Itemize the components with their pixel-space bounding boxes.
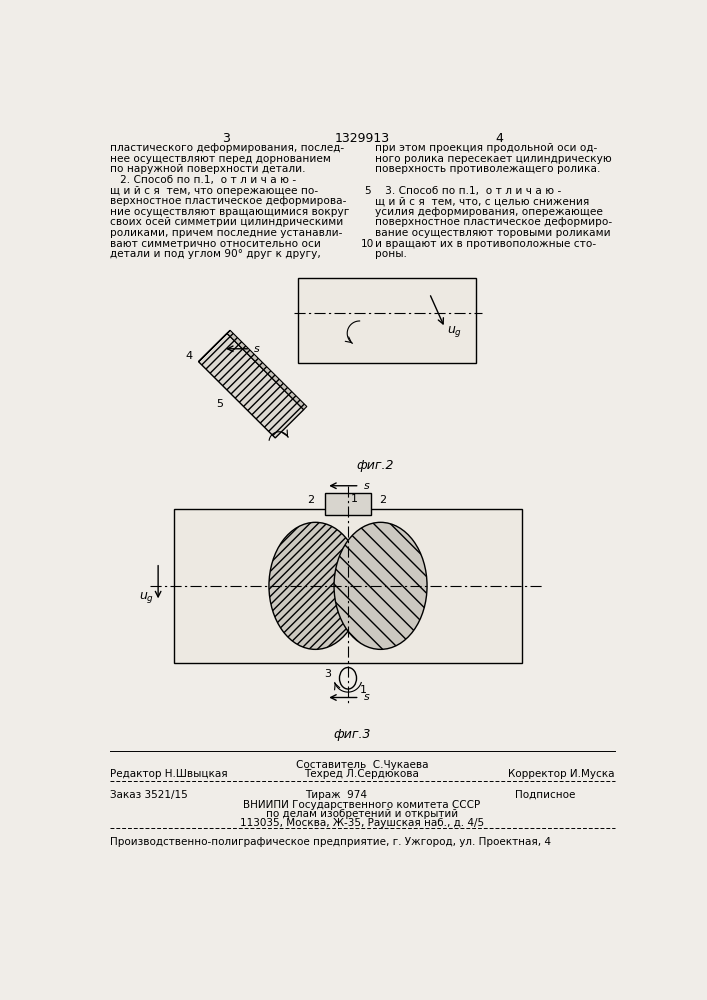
Polygon shape <box>199 330 230 362</box>
Polygon shape <box>298 278 476 363</box>
Text: и вращают их в противоположные сто-: и вращают их в противоположные сто- <box>375 239 596 249</box>
Text: пластического деформирования, послед-: пластического деформирования, послед- <box>110 143 344 153</box>
Text: 3: 3 <box>324 669 331 679</box>
Text: Производственно-полиграфическое предприятие, г. Ужгород, ул. Проектная, 4: Производственно-полиграфическое предприя… <box>110 837 551 847</box>
Text: верхностное пластическое деформирова-: верхностное пластическое деформирова- <box>110 196 346 206</box>
Text: ного ролика пересекает цилиндрическую: ного ролика пересекает цилиндрическую <box>375 154 612 164</box>
Text: при этом проекция продольной оси од-: при этом проекция продольной оси од- <box>375 143 597 153</box>
Ellipse shape <box>334 522 427 649</box>
Polygon shape <box>325 493 371 515</box>
Text: щ и й с я  тем, что опережающее по-: щ и й с я тем, что опережающее по- <box>110 186 318 196</box>
Text: 1: 1 <box>351 494 358 504</box>
Text: нее осуществляют перед дорнованием: нее осуществляют перед дорнованием <box>110 154 331 164</box>
Text: 2. Способ по п.1,  о т л и ч а ю -: 2. Способ по п.1, о т л и ч а ю - <box>110 175 296 185</box>
Polygon shape <box>199 333 304 438</box>
Text: Техред Л.Сердюкова: Техред Л.Сердюкова <box>305 769 419 779</box>
Polygon shape <box>227 330 307 410</box>
Text: вают симметрично относительно оси: вают симметрично относительно оси <box>110 239 321 249</box>
Text: ВНИИПИ Государственного комитета СССР: ВНИИПИ Государственного комитета СССР <box>243 800 481 810</box>
Text: своих осей симметрии цилиндрическими: своих осей симметрии цилиндрическими <box>110 217 344 227</box>
Text: Редактор Н.Швыцкая: Редактор Н.Швыцкая <box>110 769 228 779</box>
Text: Составитель  С.Чукаева: Составитель С.Чукаева <box>296 760 428 770</box>
Polygon shape <box>174 509 522 663</box>
Text: усилия деформирования, опережающее: усилия деформирования, опережающее <box>375 207 603 217</box>
Text: роликами, причем последние устанавли-: роликами, причем последние устанавли- <box>110 228 342 238</box>
Text: 4: 4 <box>495 132 503 145</box>
Text: 2: 2 <box>379 495 386 505</box>
Text: $s$: $s$ <box>363 692 370 702</box>
Text: $u_g$: $u_g$ <box>139 590 154 605</box>
Text: Заказ 3521/15: Заказ 3521/15 <box>110 790 188 800</box>
Text: 5: 5 <box>216 399 223 409</box>
Text: 3: 3 <box>221 132 230 145</box>
Text: Тираж  974: Тираж 974 <box>305 790 368 800</box>
Text: 3. Способ по п.1,  о т л и ч а ю -: 3. Способ по п.1, о т л и ч а ю - <box>375 186 561 196</box>
Text: 10: 10 <box>361 239 374 249</box>
Text: $s$: $s$ <box>363 481 370 491</box>
Text: 1: 1 <box>360 685 367 695</box>
Text: 1329913: 1329913 <box>334 132 390 145</box>
Text: по наружной поверхности детали.: по наружной поверхности детали. <box>110 164 305 174</box>
Text: 5: 5 <box>364 186 370 196</box>
Text: 4: 4 <box>185 351 192 361</box>
Text: щ и й с я  тем, что, с целью снижения: щ и й с я тем, что, с целью снижения <box>375 196 590 206</box>
Text: роны.: роны. <box>375 249 407 259</box>
Text: 2: 2 <box>307 495 314 505</box>
Text: поверхность противолежащего ролика.: поверхность противолежащего ролика. <box>375 164 600 174</box>
Text: Подписное: Подписное <box>515 790 575 800</box>
Ellipse shape <box>269 522 362 649</box>
Text: фиг.3: фиг.3 <box>333 728 370 741</box>
Text: $s$: $s$ <box>253 344 261 354</box>
Text: Корректор И.Муска: Корректор И.Муска <box>508 769 614 779</box>
Text: 113035, Москва, Ж-35, Раушская наб., д. 4/5: 113035, Москва, Ж-35, Раушская наб., д. … <box>240 818 484 828</box>
Text: детали и под углом 90° друг к другу,: детали и под углом 90° друг к другу, <box>110 249 321 259</box>
Text: по делам изобретений и открытий: по делам изобретений и открытий <box>266 809 458 819</box>
Text: вание осуществляют торовыми роликами: вание осуществляют торовыми роликами <box>375 228 611 238</box>
Text: фиг.2: фиг.2 <box>356 459 394 472</box>
Text: ние осуществляют вращающимися вокруг: ние осуществляют вращающимися вокруг <box>110 207 349 217</box>
Text: поверхностное пластическое деформиро-: поверхностное пластическое деформиро- <box>375 217 612 227</box>
Text: $u_g$: $u_g$ <box>448 324 462 339</box>
